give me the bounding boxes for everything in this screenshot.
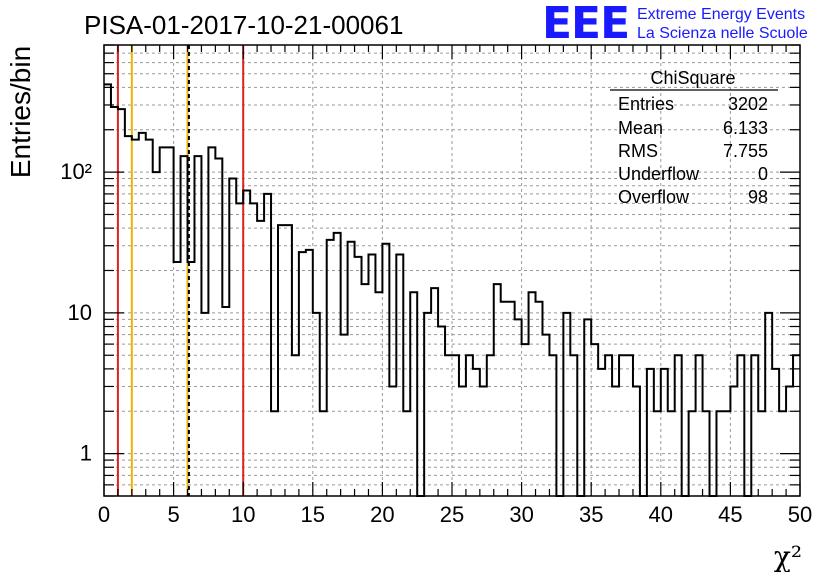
y-axis-label: Entries/bin: [5, 46, 36, 178]
stats-box: ChiSquare Entries 3202 Mean 6.133 RMS 7.…: [610, 68, 778, 207]
stats-label-mean: Mean: [618, 118, 663, 138]
stats-title: ChiSquare: [650, 68, 735, 88]
x-tick-label: 40: [649, 502, 673, 527]
logo-line-1: Extreme Energy Events: [637, 6, 806, 23]
y-tick-label: 1: [80, 441, 92, 466]
stats-value-rms: 7.755: [723, 141, 768, 161]
stats-value-entries: 3202: [728, 94, 768, 114]
chart-title: PISA-01-2017-10-21-00061: [84, 10, 403, 40]
y-tick-label: 10: [68, 300, 92, 325]
x-tick-label: 20: [370, 502, 394, 527]
stats-value-underflow: 0: [758, 164, 768, 184]
x-tick-label: 50: [788, 502, 812, 527]
histogram-line: [104, 83, 800, 497]
histogram-series: [104, 83, 800, 497]
stats-label-entries: Entries: [618, 94, 674, 114]
x-tick-label: 10: [231, 502, 255, 527]
x-tick-label: 30: [509, 502, 533, 527]
axis-ticks: [103, 44, 801, 497]
x-tick-label: 35: [579, 502, 603, 527]
stats-value-overflow: 98: [748, 187, 768, 207]
eee-logo: EEE: [542, 0, 630, 49]
tick-labels: 0 5 10 15 20 25 30 35 40 45 50 1 10 10²: [60, 159, 812, 527]
x-tick-label: 0: [98, 502, 110, 527]
logo-line-2: La Scienza nelle Scuole: [637, 25, 808, 42]
x-tick-label: 5: [167, 502, 179, 527]
y-tick-label: 10²: [60, 159, 92, 184]
stats-label-overflow: Overflow: [618, 187, 690, 207]
x-tick-label: 15: [301, 502, 325, 527]
stats-label-underflow: Underflow: [618, 164, 700, 184]
stats-label-rms: RMS: [618, 141, 658, 161]
x-axis-label: χ²: [774, 540, 802, 572]
stats-value-mean: 6.133: [723, 118, 768, 138]
reference-lines: [116, 45, 245, 496]
x-tick-label: 45: [718, 502, 742, 527]
x-tick-label: 25: [440, 502, 464, 527]
grid-lines: [103, 44, 801, 497]
